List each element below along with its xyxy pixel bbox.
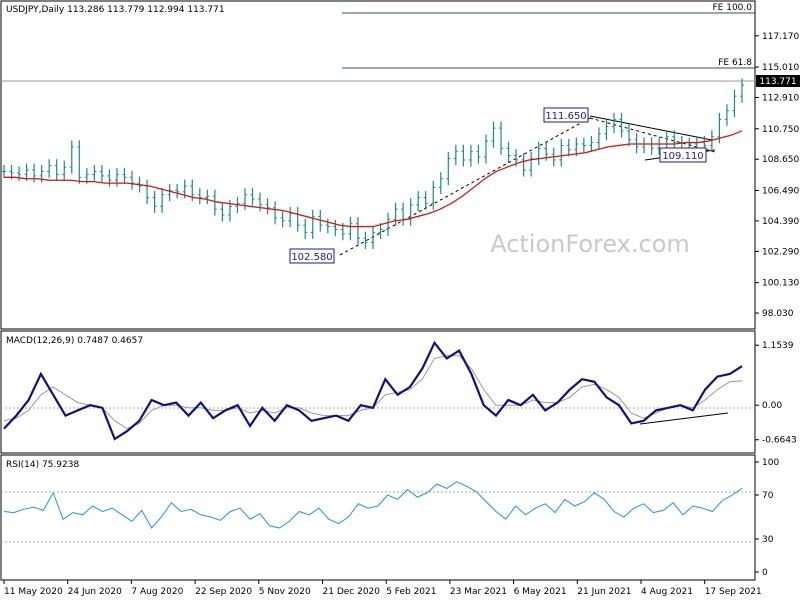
annotation-low: 102.580 <box>289 248 335 264</box>
macd-y-tick: 1.1539 <box>762 341 794 351</box>
x-axis: 11 May 2020 24 Jun 2020 7 Aug 2020 22 Sep 2… <box>3 580 762 597</box>
x-tick: 5 Feb 2021 <box>386 587 436 597</box>
macd-main-line <box>3 340 743 441</box>
rsi-title: RSI(14) 75.9238 <box>6 460 79 470</box>
price-y-tick: 112.910 <box>762 93 799 103</box>
macd-y-axis: 1.1539 0.00 -0.6643 <box>755 341 797 446</box>
x-tick: 21 Jun 2021 <box>577 587 631 597</box>
price-y-tick: 110.750 <box>762 125 799 135</box>
rsi-y-tick: 0 <box>762 568 768 578</box>
rsi-y-tick: 100 <box>762 458 779 468</box>
annotation-low-label: 102.580 <box>291 252 332 263</box>
price-y-tick: 117.170 <box>762 32 799 42</box>
annotation-high: 111.650 <box>543 107 589 123</box>
rsi-panel-frame <box>0 454 756 581</box>
price-y-axis: 117.170 115.010 112.910 110.750 108.650 106.4… <box>755 32 799 319</box>
price-title: USDJPY,Daily 113.286 113.779 112.994 113… <box>6 5 225 15</box>
x-tick: 23 Mar 2021 <box>450 587 507 597</box>
x-tick: 24 Jun 2020 <box>68 587 122 597</box>
annotation-mid: 109.110 <box>659 147 707 163</box>
triangle-top-line <box>589 115 713 141</box>
macd-trendline <box>639 412 729 425</box>
annotation-high-label: 111.650 <box>545 111 586 122</box>
price-y-tick: 102.290 <box>762 247 799 257</box>
price-y-tick: 104.390 <box>762 217 799 227</box>
price-y-tick: 106.490 <box>762 187 799 197</box>
x-tick: 4 Aug 2021 <box>641 587 693 597</box>
x-tick: 22 Sep 2020 <box>195 587 252 597</box>
x-tick: 7 Aug 2020 <box>131 587 183 597</box>
price-series <box>2 78 744 250</box>
fib-label-618: FE 61.8 <box>718 58 752 68</box>
watermark: ActionForex.com <box>490 230 690 258</box>
ma-line <box>4 130 743 228</box>
x-tick: 5 Nov 2020 <box>259 587 311 597</box>
rsi-y-tick: 70 <box>762 491 774 501</box>
macd-y-tick: 0.00 <box>762 401 782 411</box>
annotation-mid-label: 109.110 <box>662 151 703 162</box>
current-price-box <box>756 75 800 87</box>
fib-label-100: FE 100.0 <box>713 3 753 13</box>
x-tick: 21 Dec 2020 <box>323 587 381 597</box>
price-y-tick: 100.130 <box>762 279 799 289</box>
price-panel-frame <box>0 0 756 330</box>
price-y-tick: 98.030 <box>762 309 794 319</box>
macd-title: MACD(12,26,9) 0.7487 0.4657 <box>6 336 143 346</box>
rsi-y-axis: 100 70 30 0 <box>755 458 779 578</box>
x-tick: 17 Sep 2021 <box>705 587 762 597</box>
price-y-tick: 108.650 <box>762 155 799 165</box>
macd-y-tick: -0.6643 <box>762 436 797 446</box>
x-tick: 11 May 2020 <box>4 587 63 597</box>
price-y-tick: 115.010 <box>762 63 799 73</box>
current-price-label: 113.771 <box>759 77 796 87</box>
x-tick: 6 May 2021 <box>514 587 567 597</box>
rsi-y-tick: 30 <box>762 535 774 545</box>
rsi-line <box>3 481 743 529</box>
